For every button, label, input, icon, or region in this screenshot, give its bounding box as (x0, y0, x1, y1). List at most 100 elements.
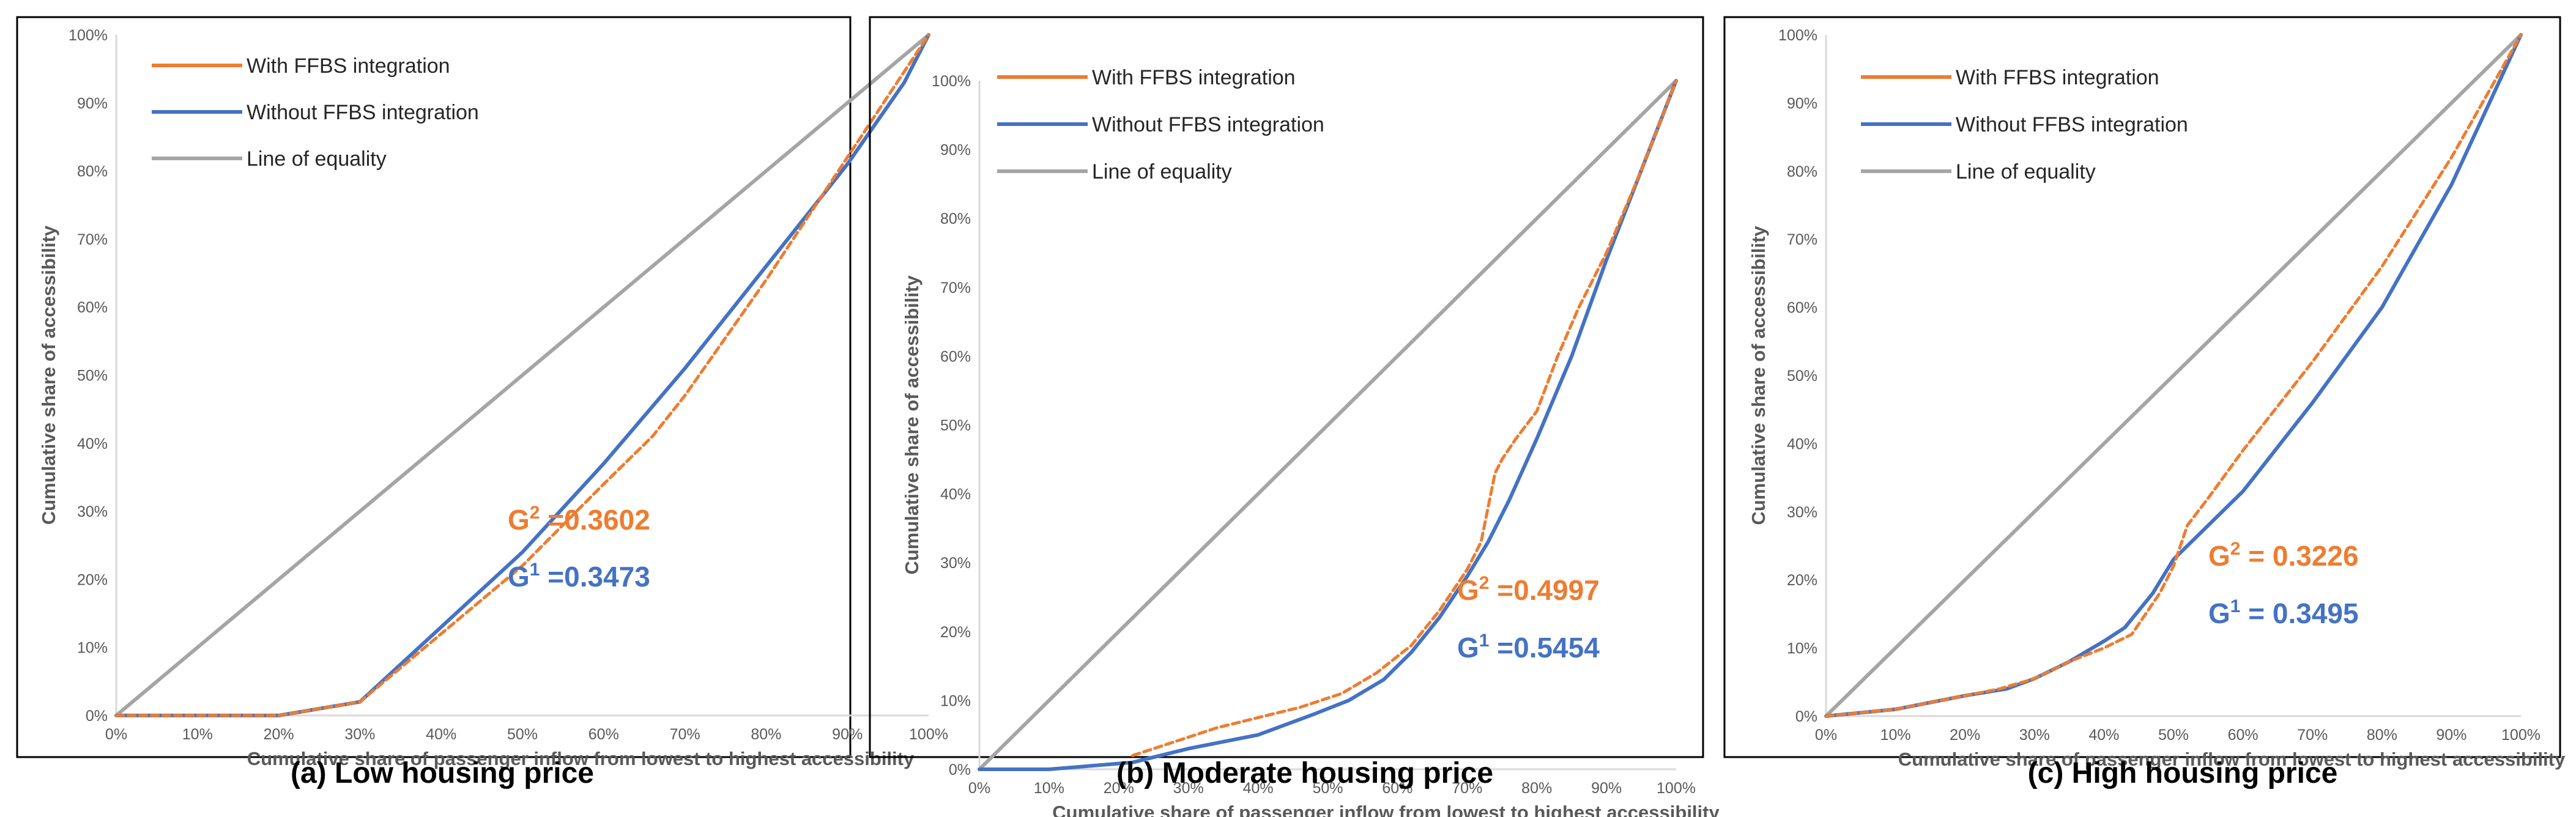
y-tick-label: 40% (77, 435, 108, 453)
x-axis-title: Cumulative share of passenger inflow fro… (1898, 749, 2566, 770)
panel-caption: (c) High housing price (2028, 757, 2338, 789)
legend-label-without: Without FFBS integration (1956, 113, 2188, 136)
chart-frame (16, 16, 852, 758)
x-tick-label: 60% (1382, 780, 1412, 797)
y-tick-label: 10% (940, 692, 971, 709)
gini-superscript: 2 (530, 503, 540, 523)
x-tick-label: 80% (1521, 780, 1552, 797)
y-axis-title: Cumulative share of accessibility (38, 225, 59, 525)
gini-prefix: G (1457, 574, 1479, 606)
y-tick-label: 50% (1787, 368, 1817, 385)
legend-label-without: Without FFBS integration (1092, 113, 1324, 136)
gini-annotation-with: G2 =0.3602 (508, 503, 650, 536)
x-tick-label: 80% (2367, 726, 2397, 744)
y-tick-label: 50% (77, 368, 108, 385)
y-tick-label: 80% (1787, 163, 1817, 180)
x-tick-label: 40% (426, 726, 456, 743)
gini-annotation-without: G1 =0.3473 (508, 560, 650, 593)
gini-superscript: 1 (1479, 630, 1490, 651)
gini-annotation-with: G2 = 0.3226 (2208, 539, 2359, 572)
panel-caption: (b) Moderate housing price (1116, 757, 1493, 789)
gini-prefix: G (2208, 597, 2230, 629)
legend-label-equality: Line of equality (1956, 160, 2096, 183)
gini-superscript: 2 (2230, 539, 2241, 559)
y-tick-label: 30% (1787, 504, 1817, 521)
x-tick-label: 20% (264, 726, 294, 743)
y-tick-label: 30% (77, 503, 108, 520)
series-line-with (114, 33, 930, 717)
series-line-with (1824, 33, 2523, 718)
y-tick-label: 100% (1778, 27, 1817, 44)
chart-panel-2: 0% 10% 20% 30% 40% 50% 60% 70% 80% 90% 100% 0% 10% 20… (869, 16, 1720, 817)
x-tick-label: 50% (1312, 780, 1343, 797)
x-tick-label: 60% (588, 726, 619, 743)
y-tick-label: 60% (940, 348, 971, 365)
gini-value: =0.3602 (540, 504, 650, 536)
legend-label-equality: Line of equality (247, 147, 387, 171)
legend-label-with: With FFBS integration (1956, 66, 2159, 89)
gini-value: =0.3473 (540, 561, 650, 593)
series-line-equality (978, 79, 1678, 771)
y-tick-label: 50% (940, 417, 971, 434)
legend-label-with: With FFBS integration (247, 54, 450, 78)
x-tick-label: 30% (344, 726, 375, 743)
gini-superscript: 1 (530, 560, 540, 580)
y-tick-label: 0% (949, 761, 971, 778)
x-tick-label: 70% (670, 726, 700, 743)
x-tick-label: 30% (2019, 726, 2050, 744)
x-tick-label: 10% (1034, 780, 1064, 797)
y-tick-label: 30% (940, 555, 971, 572)
x-tick-label: 100% (2501, 726, 2541, 744)
gini-annotation-without: G1 = 0.3495 (2208, 596, 2359, 629)
x-tick-label: 0% (105, 726, 127, 743)
x-tick-label: 100% (909, 726, 948, 743)
x-tick-label: 30% (1173, 780, 1204, 797)
gini-value: = 0.3495 (2240, 597, 2358, 629)
x-tick-label: 40% (2088, 726, 2119, 744)
series-line-with (1131, 79, 1678, 757)
gini-prefix: G (508, 561, 530, 593)
gini-prefix: G (1457, 632, 1479, 664)
y-tick-label: 0% (86, 708, 108, 725)
gini-value: = 0.3226 (2240, 540, 2358, 572)
y-tick-label: 10% (1787, 640, 1817, 657)
gini-value: =0.5454 (1489, 632, 1600, 664)
series-line-equality (1824, 33, 2523, 718)
chart-frame (869, 16, 1704, 758)
y-tick-label: 100% (932, 73, 971, 90)
x-tick-label: 60% (2228, 726, 2259, 744)
x-tick-label: 10% (182, 726, 213, 743)
y-axis-title: Cumulative share of accessibility (1748, 226, 1769, 525)
x-tick-label: 80% (751, 726, 781, 743)
y-tick-label: 90% (77, 95, 108, 112)
chart-panel-3: 0% 10% 20% 30% 40% 50% 60% 70% 80% 90% 100% 0% 10% 20… (1723, 16, 2566, 770)
y-tick-label: 0% (1795, 708, 1817, 725)
x-tick-label: 0% (968, 780, 990, 797)
series-line-without (978, 79, 1678, 771)
x-tick-label: 90% (1591, 780, 1622, 797)
y-tick-label: 20% (1787, 572, 1817, 589)
x-axis-title: Cumulative share of passenger inflow fro… (247, 748, 915, 769)
y-tick-label: 60% (77, 299, 108, 316)
chart-frame (1723, 16, 2561, 758)
gini-annotation-with: G2 =0.4997 (1457, 573, 1600, 606)
series-line-equality (114, 33, 930, 717)
x-tick-label: 100% (1657, 780, 1696, 797)
legend-label-with: With FFBS integration (1092, 66, 1296, 89)
y-tick-label: 70% (77, 231, 108, 248)
x-tick-label: 20% (1950, 726, 1980, 744)
y-tick-label: 80% (940, 210, 971, 227)
x-tick-label: 10% (1880, 726, 1911, 744)
y-tick-label: 20% (940, 624, 971, 641)
chart-panel-1: 0% 10% 20% 30% 40% 50% 60% 70% 80% 90% 100% 0% 10% 20… (16, 16, 948, 769)
x-tick-label: 40% (1243, 780, 1274, 797)
y-tick-label: 90% (940, 142, 971, 159)
y-tick-label: 70% (1787, 231, 1817, 248)
y-tick-label: 40% (940, 486, 971, 503)
gini-prefix: G (2208, 540, 2230, 572)
y-tick-label: 40% (1787, 435, 1817, 453)
y-axis-title: Cumulative share of accessibility (901, 275, 922, 575)
x-tick-label: 50% (2158, 726, 2189, 744)
y-tick-label: 10% (77, 640, 108, 657)
legend-label-without: Without FFBS integration (247, 101, 479, 124)
